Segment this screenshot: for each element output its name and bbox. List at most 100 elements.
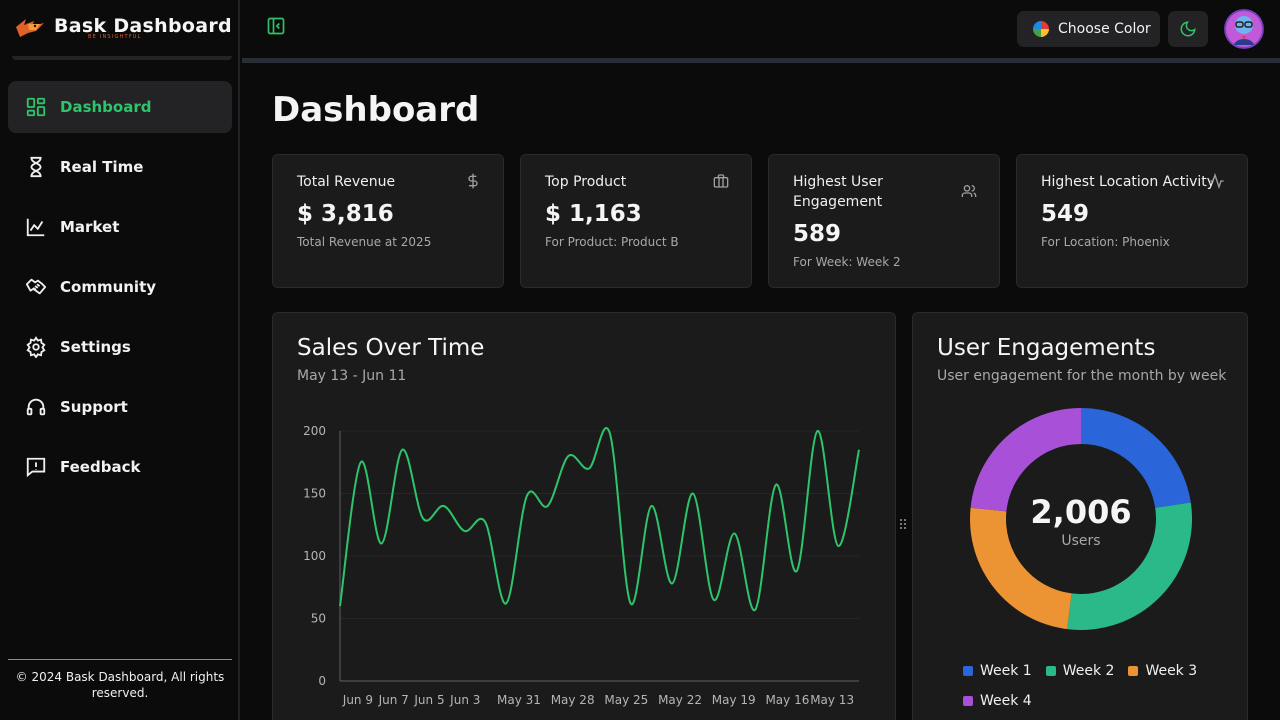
- stat-card-top-product: Top Product $ 1,163 For Product: Product…: [520, 154, 752, 288]
- main-content: Dashboard Total Revenue $ 3,816 Total Re…: [242, 68, 1280, 720]
- sidebar-item-label: Dashboard: [60, 98, 152, 116]
- stat-sub: Total Revenue at 2025: [297, 235, 432, 249]
- stat-title: Highest Location Activity: [1041, 174, 1216, 190]
- panel-title: Sales Over Time: [297, 335, 485, 361]
- gear-icon: [24, 335, 48, 359]
- dashboard-grid-icon: [24, 95, 48, 119]
- fox-logo-icon: [16, 19, 44, 37]
- page-title: Dashboard: [272, 90, 480, 130]
- moon-icon: [1180, 21, 1196, 37]
- stat-card-total-revenue: Total Revenue $ 3,816 Total Revenue at 2…: [272, 154, 504, 288]
- panel-title: User Engagements: [937, 335, 1156, 361]
- legend-label: Week 3: [1145, 663, 1198, 679]
- x-tick-label: Jun 3: [449, 693, 480, 707]
- users-icon: [961, 183, 977, 199]
- sidebar-item-support[interactable]: Support: [8, 381, 232, 433]
- stat-card-location-activity: Highest Location Activity 549 For Locati…: [1016, 154, 1248, 288]
- sidebar-item-label: Real Time: [60, 158, 144, 176]
- sidebar-item-dashboard[interactable]: Dashboard: [8, 81, 232, 133]
- stat-sub: For Product: Product B: [545, 235, 679, 249]
- stat-sub: For Location: Phoenix: [1041, 235, 1170, 249]
- choose-color-label: Choose Color: [1058, 21, 1151, 37]
- donut-slice-week-4[interactable]: [970, 408, 1081, 512]
- x-tick-label: May 13: [810, 693, 854, 707]
- donut-total: 2,006: [1030, 493, 1132, 531]
- brand[interactable]: Bask Dashboard BE INSIGHTFUL: [12, 10, 232, 60]
- topbar: Choose Color: [242, 0, 1280, 63]
- y-tick-label: 100: [303, 549, 326, 563]
- legend-swatch: [1128, 666, 1139, 676]
- x-tick-label: May 31: [497, 693, 541, 707]
- stat-value: 549: [1041, 201, 1090, 227]
- donut-chart: 2,006 Users: [969, 407, 1193, 631]
- stat-value: $ 3,816: [297, 201, 394, 227]
- stat-value: 589: [793, 221, 842, 247]
- brand-name: Bask Dashboard: [54, 15, 232, 37]
- x-tick-label: Jun 7: [378, 693, 409, 707]
- x-tick-label: May 22: [658, 693, 702, 707]
- sidebar-footer: © 2024 Bask Dashboard, All rights reserv…: [8, 659, 232, 701]
- message-alert-icon: [24, 455, 48, 479]
- brand-tagline: BE INSIGHTFUL: [88, 34, 142, 40]
- legend-label: Week 1: [980, 663, 1032, 679]
- stat-title: Total Revenue: [297, 174, 396, 190]
- user-engagements-panel: User Engagements User engagement for the…: [912, 312, 1248, 720]
- sidebar-item-label: Feedback: [60, 458, 141, 476]
- panel-subtitle: User engagement for the month by week: [937, 368, 1227, 384]
- sidebar-collapse-icon[interactable]: [266, 16, 286, 36]
- sidebar: Bask Dashboard BE INSIGHTFUL Dashboard: [0, 0, 240, 720]
- choose-color-button[interactable]: Choose Color: [1017, 11, 1160, 47]
- sidebar-item-label: Market: [60, 218, 120, 236]
- donut-slice-week-3[interactable]: [970, 507, 1072, 630]
- legend-item[interactable]: Week 2: [1045, 663, 1115, 679]
- sales-series-line: [339, 427, 860, 611]
- donut-slice-week-1[interactable]: [1081, 408, 1191, 508]
- x-tick-label: Jun 9: [342, 693, 373, 707]
- drag-handle-icon[interactable]: [898, 516, 908, 530]
- hourglass-icon: [24, 155, 48, 179]
- line-chart-icon: [24, 215, 48, 239]
- sidebar-item-market[interactable]: Market: [8, 201, 232, 253]
- sidebar-nav: Dashboard Real Time Market: [8, 81, 232, 501]
- x-tick-label: May 19: [712, 693, 756, 707]
- headset-icon: [24, 395, 48, 419]
- panel-subtitle: May 13 - Jun 11: [297, 368, 407, 384]
- y-tick-label: 200: [303, 424, 326, 438]
- sales-line-chart: 0 50 100 150 200 Jun 9 Jun 7 Jun 5 Jun 3 May 31 Ma…: [303, 424, 860, 707]
- donut-legend: Week 1 Week 2 Week 3 Week 4: [963, 661, 1223, 720]
- color-wheel-icon: [1033, 21, 1049, 37]
- stat-card-user-engagement: Highest User Engagement 589 For Week: We…: [768, 154, 1000, 288]
- y-tick-label: 150: [303, 487, 326, 501]
- sidebar-item-settings[interactable]: Settings: [8, 321, 232, 373]
- y-tick-label: 0: [318, 674, 326, 688]
- x-tick-label: May 25: [604, 693, 648, 707]
- legend-item[interactable]: Week 1: [963, 663, 1032, 679]
- donut-svg: [970, 408, 1192, 630]
- y-tick-label: 50: [311, 612, 326, 626]
- legend-item[interactable]: Week 3: [1128, 663, 1197, 679]
- handshake-icon: [24, 275, 48, 299]
- stat-title: Top Product: [545, 174, 627, 190]
- x-tick-label: May 28: [551, 693, 595, 707]
- dollar-icon: [465, 173, 481, 189]
- donut-slice-week-2[interactable]: [1067, 502, 1192, 630]
- legend-swatch: [1045, 666, 1056, 676]
- theme-toggle-button[interactable]: [1168, 11, 1208, 47]
- stat-sub: For Week: Week 2: [793, 255, 901, 269]
- stat-value: $ 1,163: [545, 201, 642, 227]
- legend-item[interactable]: Week 4: [963, 693, 1032, 709]
- briefcase-icon: [713, 173, 729, 189]
- legend-label: Week 2: [1062, 663, 1115, 679]
- x-tick-label: May 16: [765, 693, 809, 707]
- sidebar-item-label: Settings: [60, 338, 131, 356]
- sidebar-item-label: Community: [60, 278, 157, 296]
- stat-title: Highest User Engagement: [793, 174, 883, 210]
- sidebar-item-feedback[interactable]: Feedback: [8, 441, 232, 493]
- activity-icon: [1209, 172, 1225, 190]
- sales-over-time-panel: Sales Over Time May 13 - Jun 11 0 50 100 15…: [272, 312, 896, 720]
- sidebar-item-real-time[interactable]: Real Time: [8, 141, 232, 193]
- user-avatar[interactable]: [1224, 9, 1264, 49]
- sidebar-item-community[interactable]: Community: [8, 261, 232, 313]
- x-tick-label: Jun 5: [413, 693, 444, 707]
